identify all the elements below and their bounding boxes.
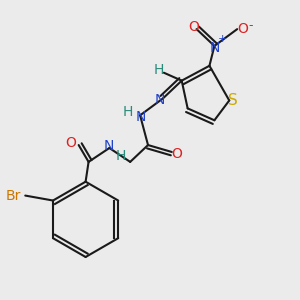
Text: O: O [65, 136, 76, 150]
Text: N: N [209, 41, 220, 55]
Text: O: O [238, 22, 249, 36]
Text: O: O [188, 20, 199, 34]
Text: Br: Br [6, 189, 21, 202]
Text: H: H [123, 105, 134, 119]
Text: O: O [171, 147, 182, 161]
Text: H: H [154, 63, 164, 77]
Text: -: - [249, 19, 253, 32]
Text: N: N [155, 94, 165, 107]
Text: N: N [136, 110, 146, 124]
Text: N: N [103, 139, 114, 153]
Text: +: + [218, 34, 227, 44]
Text: S: S [228, 93, 238, 108]
Text: H: H [116, 149, 127, 163]
